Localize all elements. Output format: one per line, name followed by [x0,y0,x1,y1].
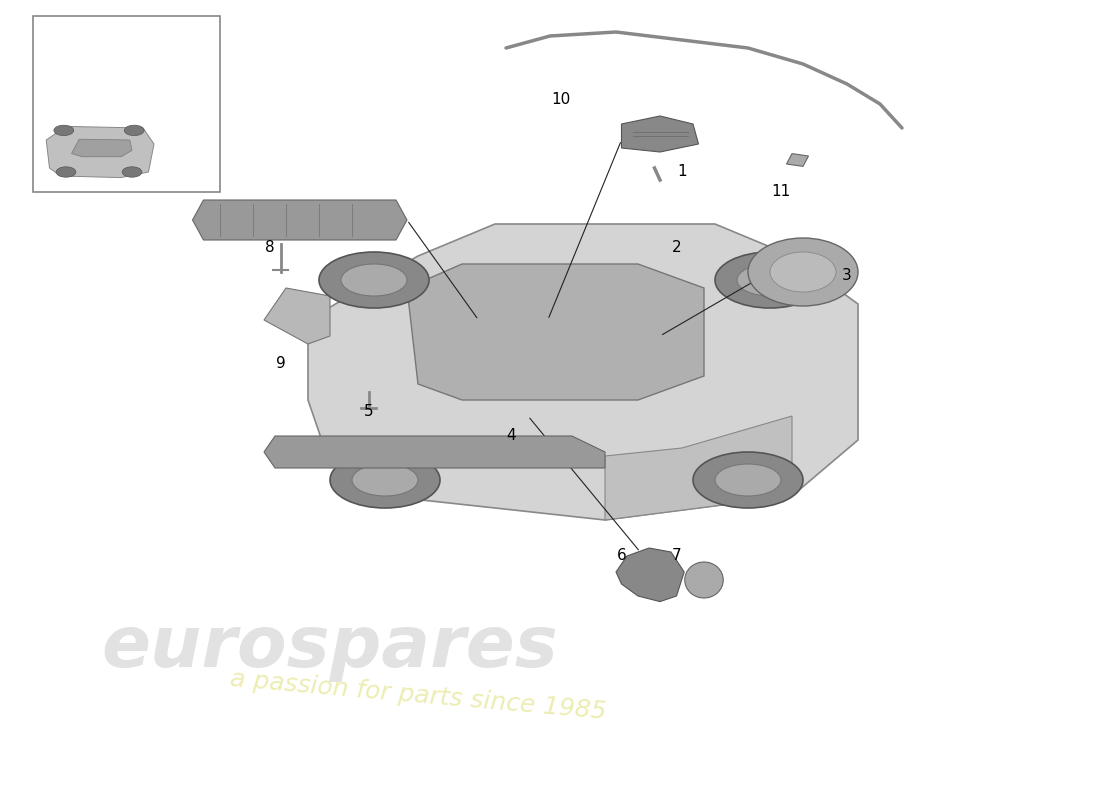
Polygon shape [264,436,605,468]
Text: 9: 9 [276,357,285,371]
Polygon shape [46,126,154,178]
Ellipse shape [352,464,418,496]
Ellipse shape [715,252,825,308]
Ellipse shape [56,166,76,178]
Ellipse shape [124,125,144,135]
Ellipse shape [748,238,858,306]
Text: a passion for parts since 1985: a passion for parts since 1985 [229,667,607,725]
Text: 3: 3 [843,269,851,283]
Polygon shape [264,288,330,344]
Ellipse shape [715,464,781,496]
Ellipse shape [770,252,836,292]
Ellipse shape [341,264,407,296]
Polygon shape [407,264,704,400]
Polygon shape [192,200,407,240]
Text: 10: 10 [551,93,571,107]
Polygon shape [616,548,684,602]
Text: 1: 1 [678,165,686,179]
Polygon shape [72,139,132,157]
Ellipse shape [54,125,74,135]
Text: 4: 4 [507,429,516,443]
Ellipse shape [122,166,142,178]
Ellipse shape [330,452,440,508]
FancyBboxPatch shape [33,16,220,192]
Text: 5: 5 [364,405,373,419]
Ellipse shape [737,264,803,296]
Text: 6: 6 [617,549,626,563]
Ellipse shape [684,562,724,598]
Polygon shape [308,224,858,520]
Text: 2: 2 [672,241,681,255]
Ellipse shape [319,252,429,308]
Text: 11: 11 [771,185,791,199]
Text: 8: 8 [265,241,274,255]
Text: eurospares: eurospares [101,614,559,682]
Ellipse shape [693,452,803,508]
Polygon shape [786,154,808,166]
Text: 7: 7 [672,549,681,563]
Polygon shape [605,416,792,520]
Polygon shape [621,116,698,152]
